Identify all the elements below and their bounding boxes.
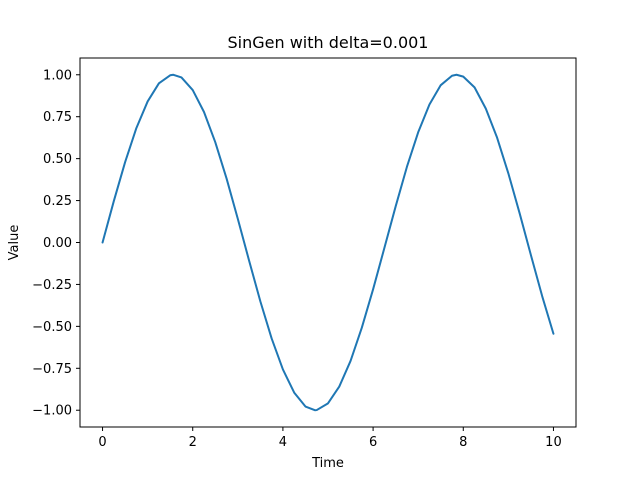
x-tick-label: 6: [369, 435, 377, 450]
y-axis-label: Value: [7, 225, 22, 261]
y-tick-label: 0.25: [43, 194, 72, 209]
y-tick-label: 0.50: [43, 152, 72, 167]
x-axis: 0 2 4 6 8 10: [98, 427, 562, 450]
series-line-0: [101, 73, 555, 412]
x-tick-label: 2: [189, 435, 197, 450]
y-tick-label: −0.75: [32, 362, 72, 377]
x-axis-label: Time: [311, 456, 344, 471]
x-tick-label: 8: [459, 435, 467, 450]
y-tick-label: 1.00: [43, 68, 72, 83]
chart-title: SinGen with delta=0.001: [228, 33, 429, 52]
y-tick-label: −1.00: [32, 404, 72, 419]
y-tick-label: 0.00: [43, 236, 72, 251]
x-tick-label: 10: [545, 435, 562, 450]
y-tick-label: 0.75: [43, 110, 72, 125]
y-tick-label: −0.25: [32, 278, 72, 293]
plot-area: [101, 73, 555, 412]
x-tick-label: 0: [98, 435, 106, 450]
y-tick-label: −0.50: [32, 320, 72, 335]
y-axis: −1.00 −0.75 −0.50 −0.25 0.00 0.25 0.50 0.75 1.00: [32, 68, 80, 419]
x-tick-label: 4: [279, 435, 287, 450]
